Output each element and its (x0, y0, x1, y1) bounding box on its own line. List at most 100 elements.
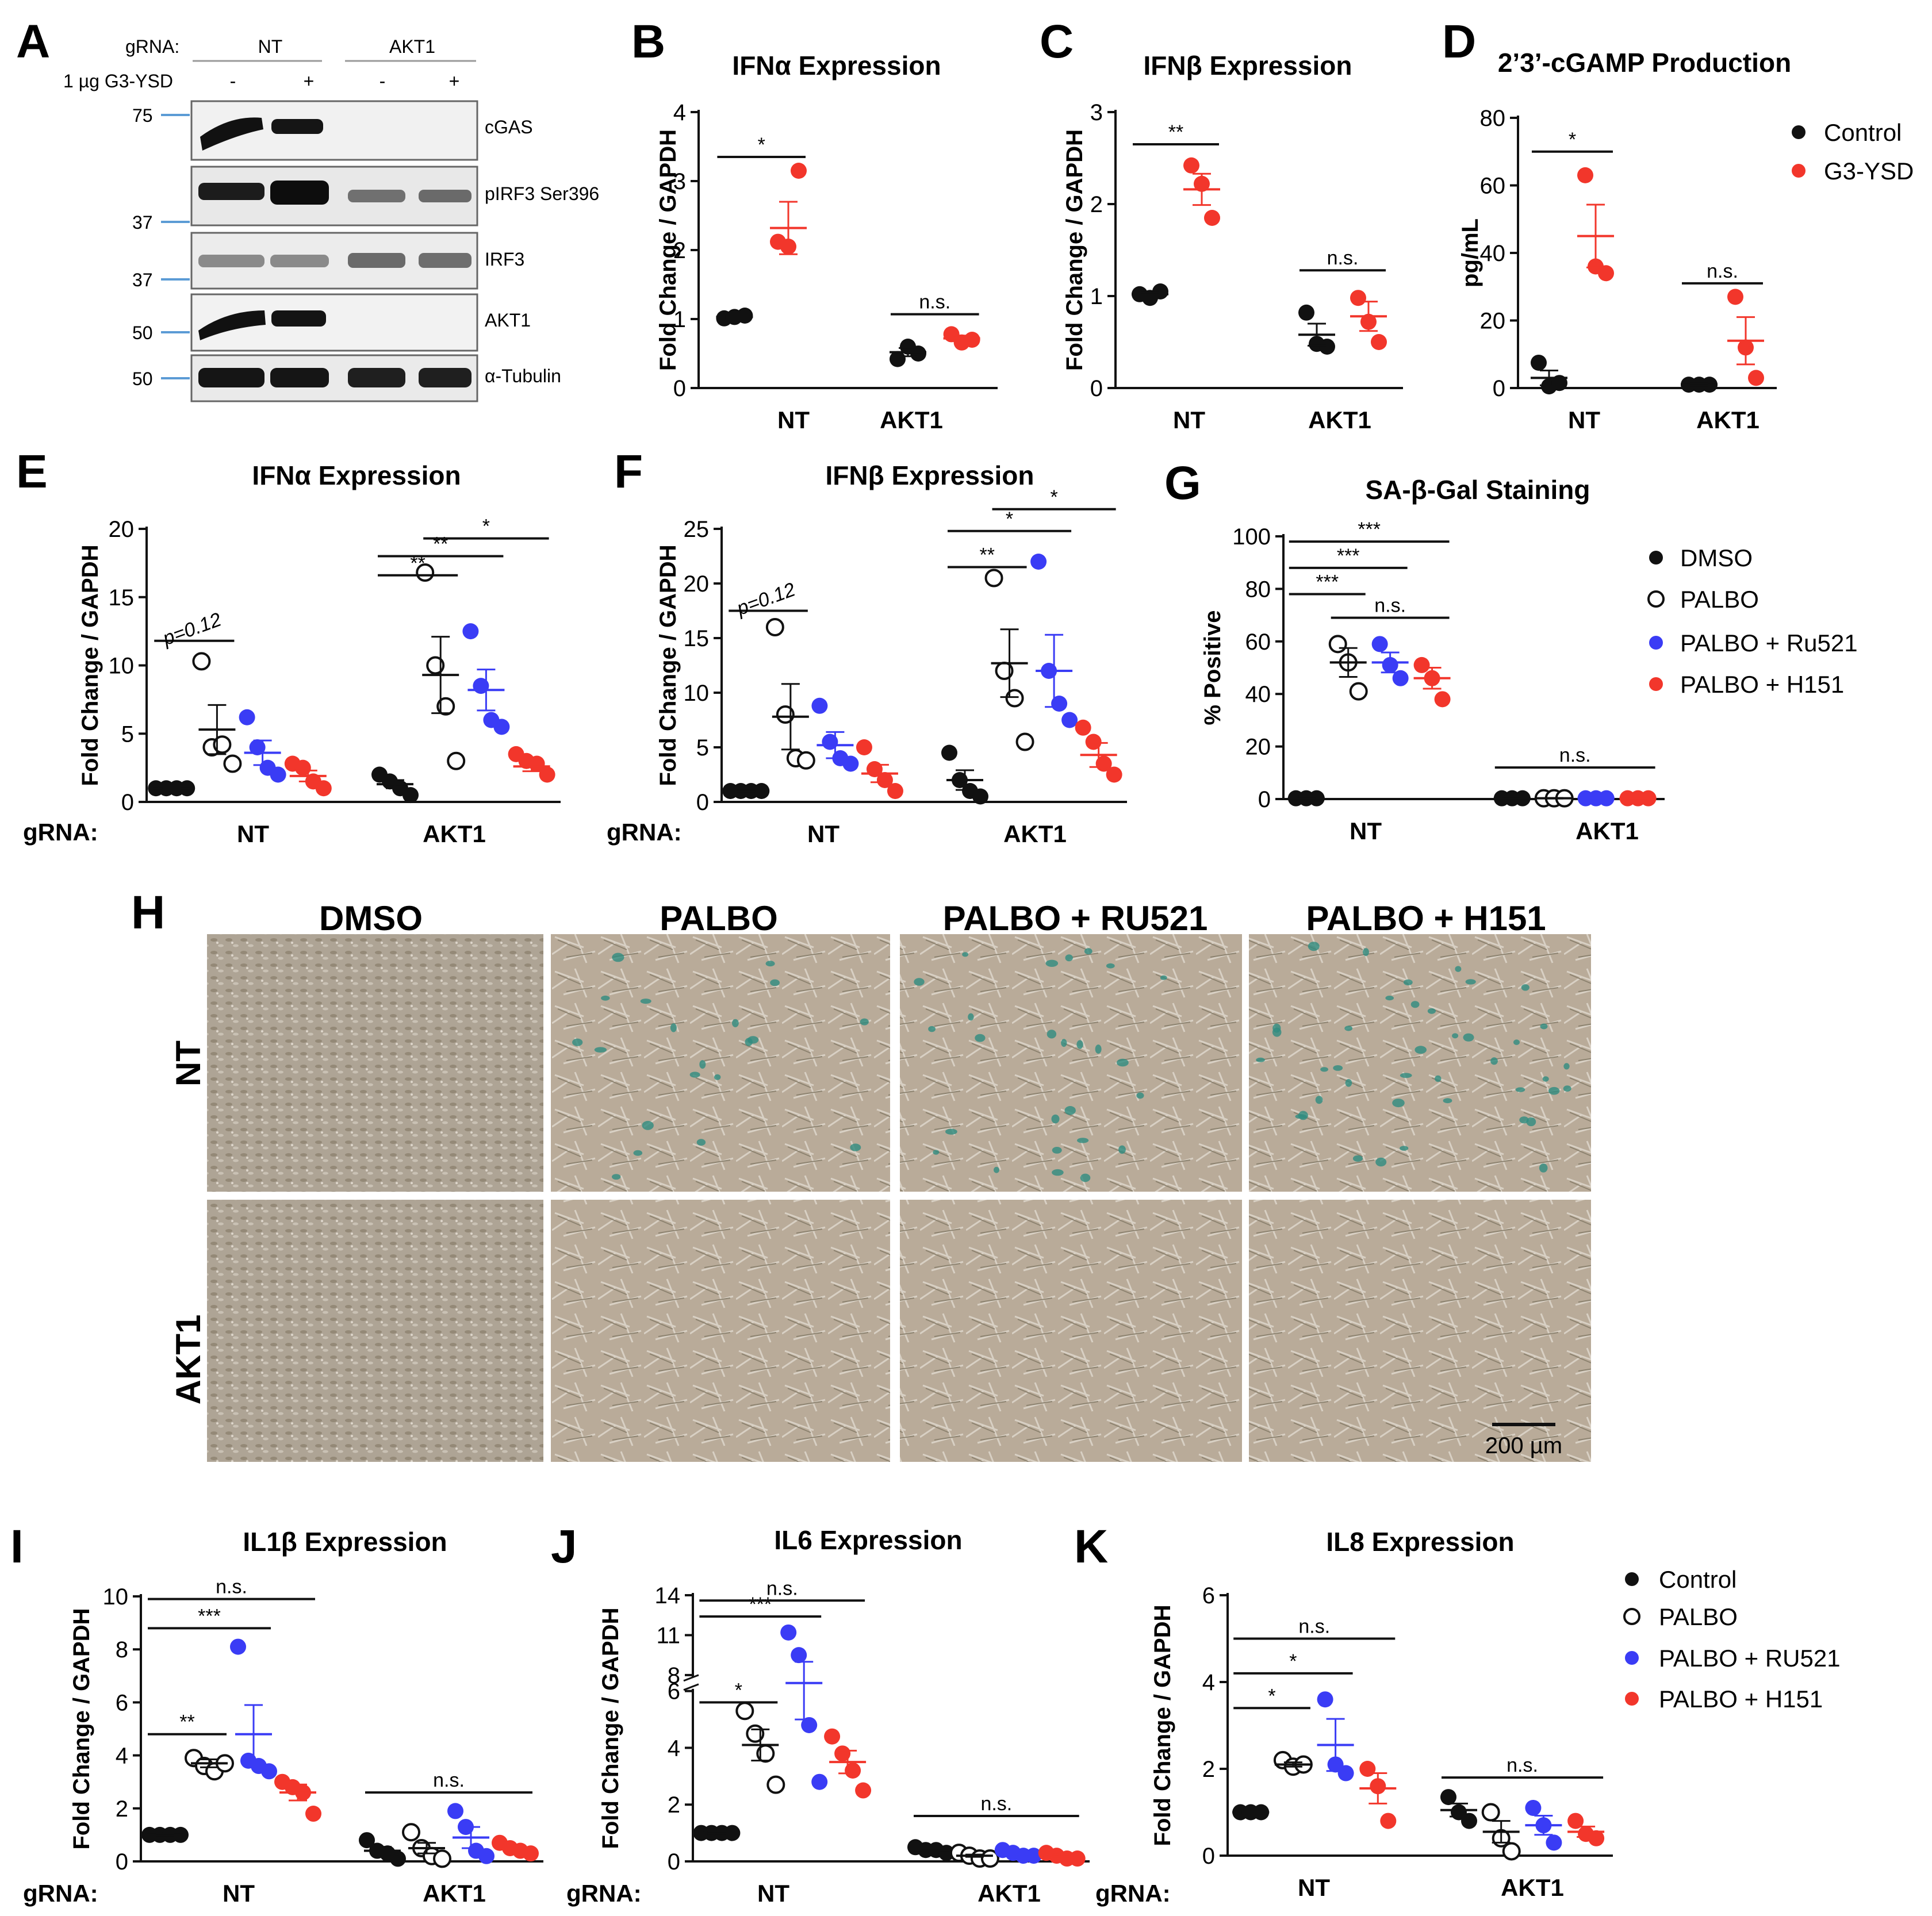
data-point (910, 345, 926, 362)
data-point (1461, 1813, 1477, 1829)
y-tick-label: 4 (673, 100, 686, 125)
y-tick-label: 11 (656, 1623, 680, 1648)
band-label-tubulin: α-Tubulin (485, 366, 561, 386)
data-point (1531, 354, 1547, 371)
y-axis-label: Fold Change / GAPDH (656, 545, 681, 786)
data-point (447, 1803, 463, 1819)
stain-spot (696, 1139, 706, 1146)
y-tick-label: 5 (121, 721, 134, 747)
stain-spot (612, 953, 624, 962)
band-pirf3-2 (270, 181, 329, 205)
stain-spot (1052, 1147, 1062, 1154)
data-point (1061, 712, 1078, 728)
y-tick-label: 3 (1090, 100, 1103, 125)
scale-bar-label: 200 µm (1485, 1433, 1562, 1458)
data-point (834, 1745, 851, 1762)
data-point (447, 751, 466, 770)
y-tick-label: 2 (1090, 192, 1103, 217)
stain-spot (1118, 1145, 1126, 1154)
data-point (1350, 290, 1366, 306)
data-point (972, 788, 988, 805)
grna-axis-label: gRNA: (607, 819, 682, 846)
data-point (1380, 1813, 1397, 1829)
data-point (1349, 682, 1368, 701)
data-point (213, 735, 232, 754)
data-point (390, 1850, 406, 1867)
stain-spot (1548, 1086, 1560, 1095)
stain-spot (1061, 1039, 1067, 1047)
band-pirf3-1 (198, 183, 264, 200)
significance-label: *** (749, 1594, 772, 1615)
stain-spot (1320, 1067, 1329, 1072)
data-point (890, 351, 906, 367)
significance-label: * (1289, 1650, 1297, 1672)
y-tick-label: 4 (668, 1735, 680, 1761)
x-category-label: AKT1 (423, 820, 486, 847)
data-point (1413, 656, 1430, 673)
stain-spot (1410, 1001, 1420, 1008)
legend-marker-control-k (1625, 1572, 1639, 1586)
band-tubulin-2 (270, 368, 329, 387)
data-point (249, 739, 266, 755)
y-axis-label: Fold Change / GAPDH (598, 1608, 623, 1849)
y-tick-label: 20 (1245, 735, 1271, 760)
y-tick-label: 6 (116, 1690, 128, 1715)
data-point (239, 709, 255, 725)
lane-sign-1: - (230, 71, 236, 91)
data-point (1015, 732, 1034, 751)
x-category-label: AKT1 (1003, 820, 1067, 847)
significance-label: *** (1337, 545, 1360, 567)
data-point (539, 766, 555, 783)
stain-spot (612, 1174, 621, 1180)
stain-spot (714, 1074, 721, 1080)
y-tick-label: 60 (1480, 174, 1506, 199)
data-point (735, 1702, 754, 1721)
significance-label: n.s. (766, 1577, 798, 1599)
micrograph-nt-palbo (551, 934, 890, 1192)
stain-spot (1045, 959, 1059, 967)
stain-spot (1403, 979, 1413, 986)
data-point (523, 1845, 539, 1862)
band-akt1-1 (198, 310, 266, 340)
stain-spot (1385, 996, 1394, 1001)
micro-col-palbo-h151: PALBO + H151 (1306, 899, 1546, 938)
data-point (1319, 339, 1335, 355)
stain-spot (1117, 1058, 1129, 1067)
stain-spot (1308, 942, 1320, 951)
band-cgas-2 (271, 119, 323, 134)
micro-row-akt1: AKT1 (169, 1315, 208, 1405)
data-point (1359, 1761, 1376, 1777)
grna-axis-label: gRNA: (1095, 1880, 1171, 1907)
data-point (796, 751, 815, 770)
y-tick-label: 40 (1245, 682, 1271, 707)
band-irf3-1 (198, 255, 264, 267)
legend-label-palbo: PALBO (1680, 586, 1759, 613)
significance-label: n.s. (216, 1576, 247, 1598)
data-point (1440, 1789, 1456, 1806)
data-point (1328, 635, 1347, 654)
stain-spot (633, 1150, 643, 1156)
senescence-stain-spots (572, 942, 1571, 1182)
y-axis-label: pg/mL (1458, 218, 1483, 287)
data-point (359, 1832, 375, 1849)
data-point (811, 1773, 828, 1790)
grna-axis-label: gRNA: (23, 819, 98, 846)
x-category-label: AKT1 (880, 406, 943, 433)
legend-treatments-ijk: Control PALBO PALBO + RU521 PALBO + H151 (1623, 1566, 1841, 1713)
micro-col-palbo: PALBO (660, 899, 778, 938)
legend-marker-control (1792, 125, 1805, 139)
legend-marker-palbo-h151-k (1625, 1692, 1639, 1706)
stain-spot (968, 1013, 974, 1021)
significance-label: n.s. (1327, 247, 1359, 269)
x-category-label: NT (1350, 817, 1382, 844)
data-point (402, 1823, 420, 1842)
panel-letter-a: A (16, 16, 50, 68)
micrograph-nt-palbo-ru521 (900, 934, 1242, 1192)
significance-label: * (1569, 129, 1576, 151)
chart-k: IL8 Expression 0 2 4 6 Fold Change / GAPDH NT A… (1095, 1527, 1613, 1907)
y-tick-label: 0 (673, 376, 686, 401)
stain-spot (640, 999, 651, 1004)
band-label-irf3: IRF3 (485, 249, 524, 270)
y-axis-label: % Positive (1200, 610, 1225, 725)
legend-label-palbo-k: PALBO (1659, 1603, 1738, 1630)
